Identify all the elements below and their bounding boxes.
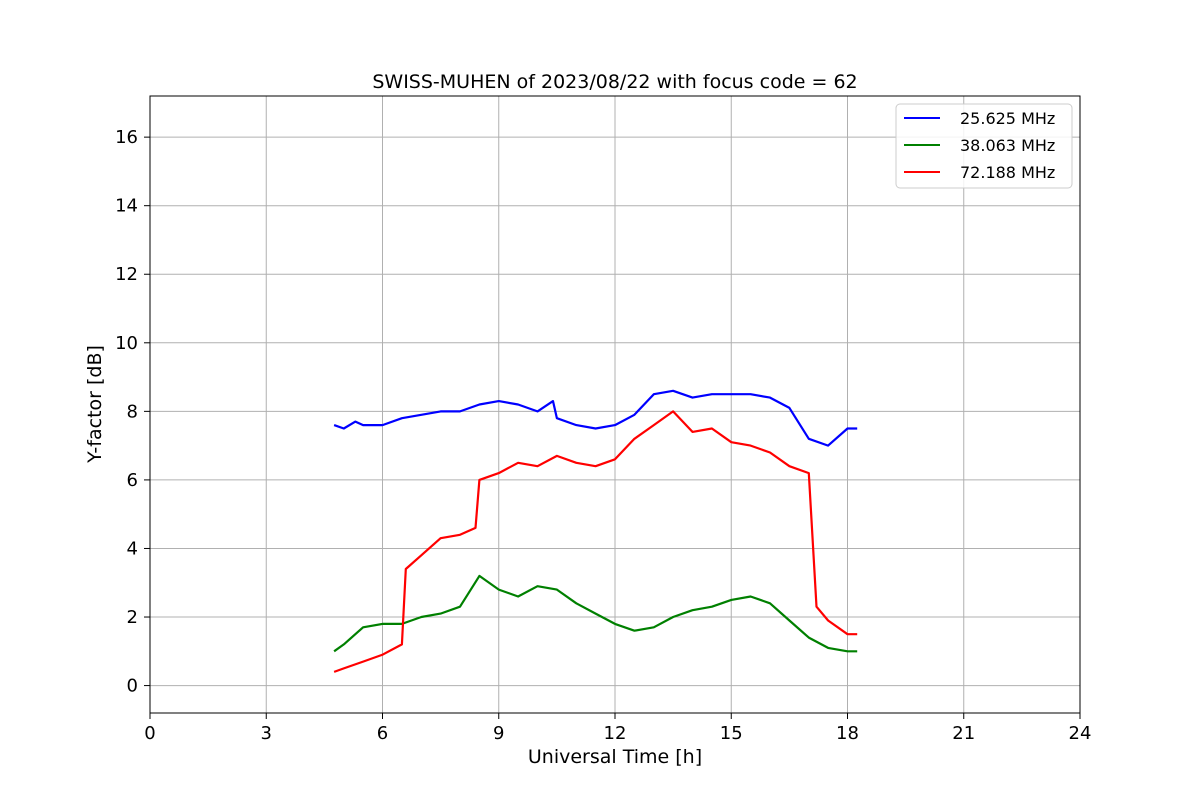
y-tick-label: 14 bbox=[115, 196, 138, 217]
y-axis-ticks: 0 2 4 6 8 10 12 14 16 bbox=[115, 127, 150, 697]
series-line-25mhz bbox=[333, 389, 858, 447]
y-tick-label: 2 bbox=[127, 607, 138, 628]
x-axis-ticks: 0 3 6 9 12 15 18 21 24 bbox=[144, 713, 1091, 744]
x-axis-label: Universal Time [h] bbox=[528, 746, 702, 768]
y-tick-label: 4 bbox=[127, 538, 138, 559]
x-tick-label: 0 bbox=[144, 723, 155, 744]
x-tick-label: 21 bbox=[952, 723, 975, 744]
x-tick-label: 9 bbox=[493, 723, 504, 744]
x-tick-label: 24 bbox=[1069, 723, 1092, 744]
x-tick-label: 3 bbox=[261, 723, 272, 744]
x-tick-label: 15 bbox=[720, 723, 743, 744]
legend: 25.625 MHz 38.063 MHz 72.188 MHz bbox=[895, 103, 1073, 189]
x-tick-label: 6 bbox=[377, 723, 388, 744]
chart-title: SWISS-MUHEN of 2023/08/22 with focus cod… bbox=[372, 71, 857, 93]
y-tick-label: 16 bbox=[115, 127, 138, 148]
legend-box bbox=[895, 103, 1073, 189]
y-tick-label: 0 bbox=[127, 676, 138, 697]
y-tick-label: 8 bbox=[127, 401, 138, 422]
legend-label-72mhz: 72.188 MHz bbox=[960, 163, 1055, 182]
x-tick-label: 12 bbox=[604, 723, 627, 744]
legend-label-38mhz: 38.063 MHz bbox=[960, 136, 1055, 155]
series-lines bbox=[333, 389, 858, 673]
x-tick-label: 18 bbox=[836, 723, 859, 744]
legend-label-25mhz: 25.625 MHz bbox=[960, 109, 1055, 128]
series-line-38mhz bbox=[333, 574, 858, 653]
y-tick-label: 6 bbox=[127, 470, 138, 491]
y-tick-label: 10 bbox=[115, 333, 138, 354]
y-axis-label: Y-factor [dB] bbox=[84, 345, 106, 464]
series-line-72mhz bbox=[333, 410, 858, 673]
y-tick-label: 12 bbox=[115, 264, 138, 285]
